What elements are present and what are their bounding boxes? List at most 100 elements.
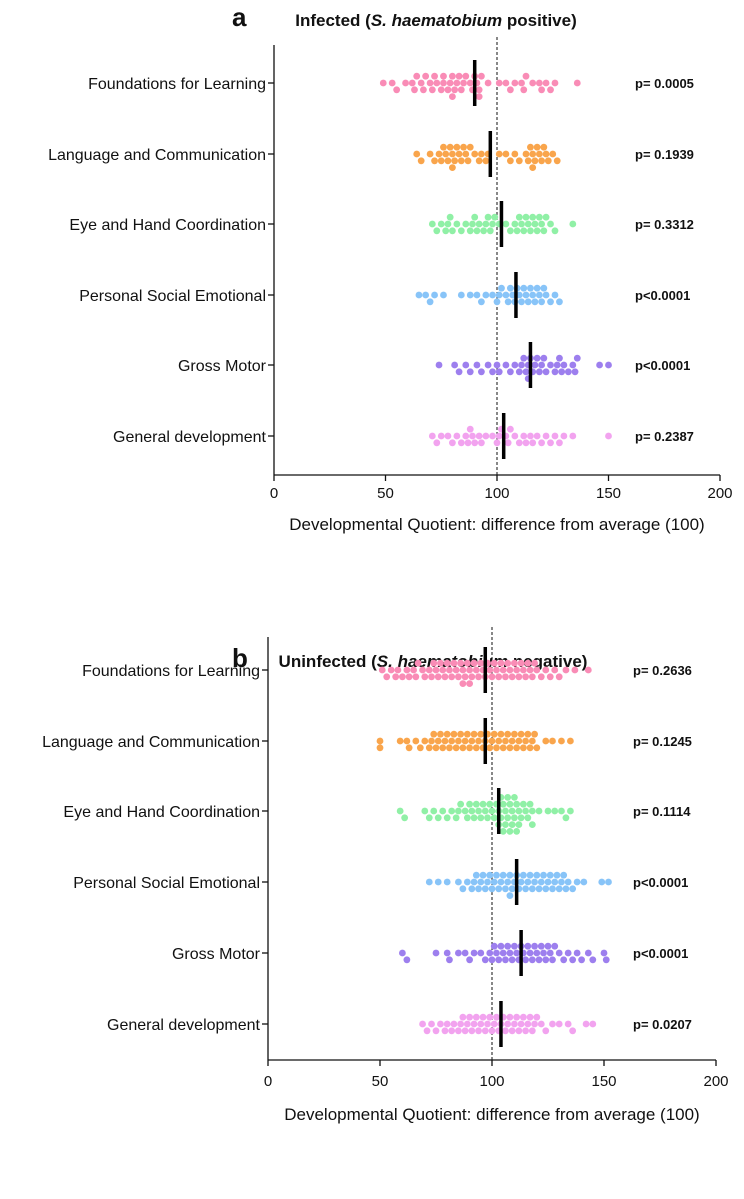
data-point [493,871,500,879]
data-point [466,744,473,752]
data-point [394,666,402,674]
data-point [470,730,478,738]
data-point [540,143,548,151]
data-point [471,439,479,447]
data-point [450,1020,458,1028]
data-point [448,1027,456,1035]
data-point [542,79,550,87]
data-point [511,794,518,801]
data-point [490,1020,498,1028]
data-point [526,800,534,808]
data-point [419,1020,426,1028]
data-point [432,949,440,957]
data-point [450,730,458,738]
data-point [522,291,530,299]
data-point [511,730,518,738]
data-point [513,828,521,835]
data-point [495,79,503,87]
data-point [469,220,476,228]
p-value-label: p= 0.1939 [635,147,694,162]
data-point [443,878,451,886]
data-point [522,737,529,745]
data-point [470,949,478,957]
data-point [555,885,563,893]
panel-title: Infected (S. haematobium positive) [295,11,577,30]
data-point [551,942,559,950]
data-point [549,150,557,158]
data-point [466,956,473,964]
data-point [481,1027,489,1035]
data-point [484,79,492,87]
data-point [502,220,510,228]
data-point [461,673,469,681]
data-point [430,659,438,667]
data-point [551,807,559,815]
data-point [498,284,505,292]
data-point [531,220,539,228]
data-point [493,298,501,306]
data-point [538,157,545,165]
data-point [439,744,447,752]
data-point [432,744,440,752]
data-point [440,72,447,80]
data-point [524,1020,532,1028]
data-point [470,814,478,822]
data-point [488,1027,496,1035]
data-point [528,737,536,745]
data-point [466,425,474,433]
data-point [502,821,509,828]
data-point [506,892,514,899]
data-point [569,432,577,440]
data-point [535,956,543,964]
data-point [449,164,456,172]
data-point [551,368,559,376]
data-point [600,949,608,957]
data-point [556,354,563,362]
panel-b: b Uninfected (S. haematobium negative) D… [42,627,729,1124]
data-point [524,942,532,950]
data-point [425,878,433,886]
data-point [573,354,581,362]
data-point [527,284,534,292]
data-point [524,659,532,667]
data-point [531,361,539,369]
data-point [455,150,463,158]
data-point [531,730,538,738]
p-value-label: p<0.0001 [633,875,688,890]
data-point [511,79,519,87]
data-point [455,1027,462,1035]
data-point [542,1027,550,1035]
data-point [537,1020,545,1028]
data-point [502,885,509,893]
data-point [515,213,523,221]
data-point [499,828,507,835]
data-point [522,150,530,158]
data-point [531,659,538,667]
data-point [439,666,447,674]
data-point [499,666,507,674]
data-point [452,744,460,752]
data-point [495,368,503,376]
data-point [459,744,467,752]
data-point [531,157,539,165]
data-point [486,800,494,808]
data-point [502,956,509,964]
data-point [513,227,521,235]
data-point [526,744,534,752]
data-point [560,871,568,879]
data-point [440,143,447,151]
data-point [442,150,450,158]
data-point [443,949,451,957]
data-point [413,150,421,158]
data-point [455,72,463,80]
data-point [547,220,554,228]
data-point [455,878,462,886]
data-point [584,949,592,957]
data-point [556,298,563,306]
data-point [459,885,467,893]
data-point [502,737,509,745]
data-point [486,666,494,674]
data-point [560,956,568,964]
data-point [428,86,436,94]
data-point [462,220,470,228]
